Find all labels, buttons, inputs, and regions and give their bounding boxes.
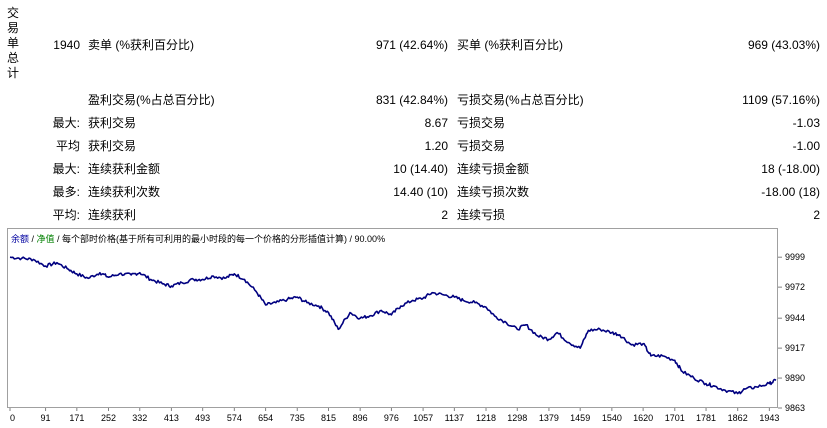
- y-tick-label: 9999: [785, 252, 805, 262]
- row-right-value: 18 (-18.00): [761, 162, 820, 176]
- y-tick-label: 9863: [785, 403, 805, 413]
- x-tick-label: 1943: [759, 413, 779, 423]
- y-tick-label: 9917: [785, 343, 805, 353]
- legend-balance: 余额: [11, 234, 30, 244]
- x-tick-label: 1862: [728, 413, 748, 423]
- row-right-value: -1.00: [792, 139, 820, 153]
- row-right-value: -1.03: [792, 116, 820, 130]
- row-right-label: 连续亏损次数: [457, 185, 530, 199]
- x-tick-label: 1459: [570, 413, 590, 423]
- row-right-value: 2: [813, 208, 820, 222]
- x-tick-label: 91: [41, 413, 51, 423]
- x-tick-label: 574: [227, 413, 242, 423]
- x-tick-label: 413: [164, 413, 179, 423]
- row-left-label: 连续获利次数: [88, 185, 161, 199]
- short-positions-label: 卖单 (%获利百分比): [88, 38, 194, 52]
- legend-description: / 每个部时价格(基于所有可利用的最小时段的每一个价格的分形插值计算) / 90…: [54, 234, 386, 244]
- row-left-label: 获利交易: [88, 116, 137, 130]
- x-tick-label: 1218: [476, 413, 496, 423]
- x-tick-label: 1540: [602, 413, 622, 423]
- balance-chart-frame: [7, 228, 778, 408]
- total-trades-value: 1940: [53, 38, 80, 52]
- row-right-value: -18.00 (18): [761, 185, 820, 199]
- x-tick-label: 976: [384, 413, 399, 423]
- row-left-value: 10 (14.40): [393, 162, 448, 176]
- side-char: 易: [6, 21, 19, 35]
- row-prefix: 最多:: [52, 185, 80, 199]
- row-prefix: 平均: [55, 139, 80, 153]
- x-tick-label: 1057: [413, 413, 433, 423]
- row-prefix: 平均:: [52, 208, 80, 222]
- trades-summary-side-label: 交 易 单 总 计: [6, 6, 20, 81]
- row-right-label: 亏损交易: [457, 139, 506, 153]
- row-right-label: 亏损交易: [457, 116, 506, 130]
- row-left-label: 连续获利: [88, 208, 137, 222]
- x-tick-label: 0: [10, 413, 15, 423]
- x-tick-label: 1781: [696, 413, 716, 423]
- row-prefix: 最大:: [52, 162, 80, 176]
- short-positions-value: 971 (42.64%): [375, 38, 448, 52]
- profit-trades-label: 盈利交易(%占总百分比): [88, 93, 215, 107]
- long-positions-label: 买单 (%获利百分比): [457, 38, 563, 52]
- x-tick-label: 252: [101, 413, 116, 423]
- x-tick-label: 735: [290, 413, 305, 423]
- x-tick-label: 1137: [445, 413, 464, 423]
- side-char: 交: [6, 6, 19, 20]
- loss-trades-label: 亏损交易(%占总百分比): [457, 93, 584, 107]
- row-prefix: 最大:: [52, 116, 80, 130]
- y-tick-label: 9972: [785, 282, 805, 292]
- x-tick-label: 815: [321, 413, 336, 423]
- legend-separator: /: [29, 234, 37, 244]
- x-tick-label: 654: [258, 413, 273, 423]
- long-positions-value: 969 (43.03%): [747, 38, 820, 52]
- row-left-label: 获利交易: [88, 139, 137, 153]
- loss-trades-value: 1109 (57.16%): [742, 93, 820, 107]
- profit-trades-value: 831 (42.84%): [375, 93, 448, 107]
- x-tick-label: 1701: [665, 413, 685, 423]
- x-tick-label: 896: [353, 413, 368, 423]
- x-tick-label: 493: [195, 413, 210, 423]
- row-left-value: 14.40 (10): [393, 185, 448, 199]
- balance-line: [9, 256, 777, 395]
- row-left-value: 8.67: [424, 116, 448, 130]
- row-left-label: 连续获利金额: [88, 162, 161, 176]
- side-char: 单: [6, 36, 19, 50]
- y-tick-label: 9944: [785, 313, 805, 323]
- x-tick-label: 171: [69, 413, 84, 423]
- x-tick-label: 1379: [539, 413, 559, 423]
- row-left-value: 1.20: [424, 139, 448, 153]
- x-tick-label: 1298: [507, 413, 527, 423]
- legend-equity: 净值: [36, 234, 55, 244]
- row-right-label: 连续亏损: [457, 208, 506, 222]
- x-tick-label: 1620: [633, 413, 653, 423]
- side-char: 总: [6, 51, 19, 65]
- y-tick-label: 9890: [785, 373, 805, 383]
- row-left-value: 2: [441, 208, 448, 222]
- x-tick-label: 332: [132, 413, 147, 423]
- row-right-label: 连续亏损金额: [457, 162, 530, 176]
- side-char: 计: [6, 66, 19, 80]
- chart-legend: 余额 / 净值 / 每个部时价格(基于所有可利用的最小时段的每一个价格的分形插值…: [11, 232, 385, 245]
